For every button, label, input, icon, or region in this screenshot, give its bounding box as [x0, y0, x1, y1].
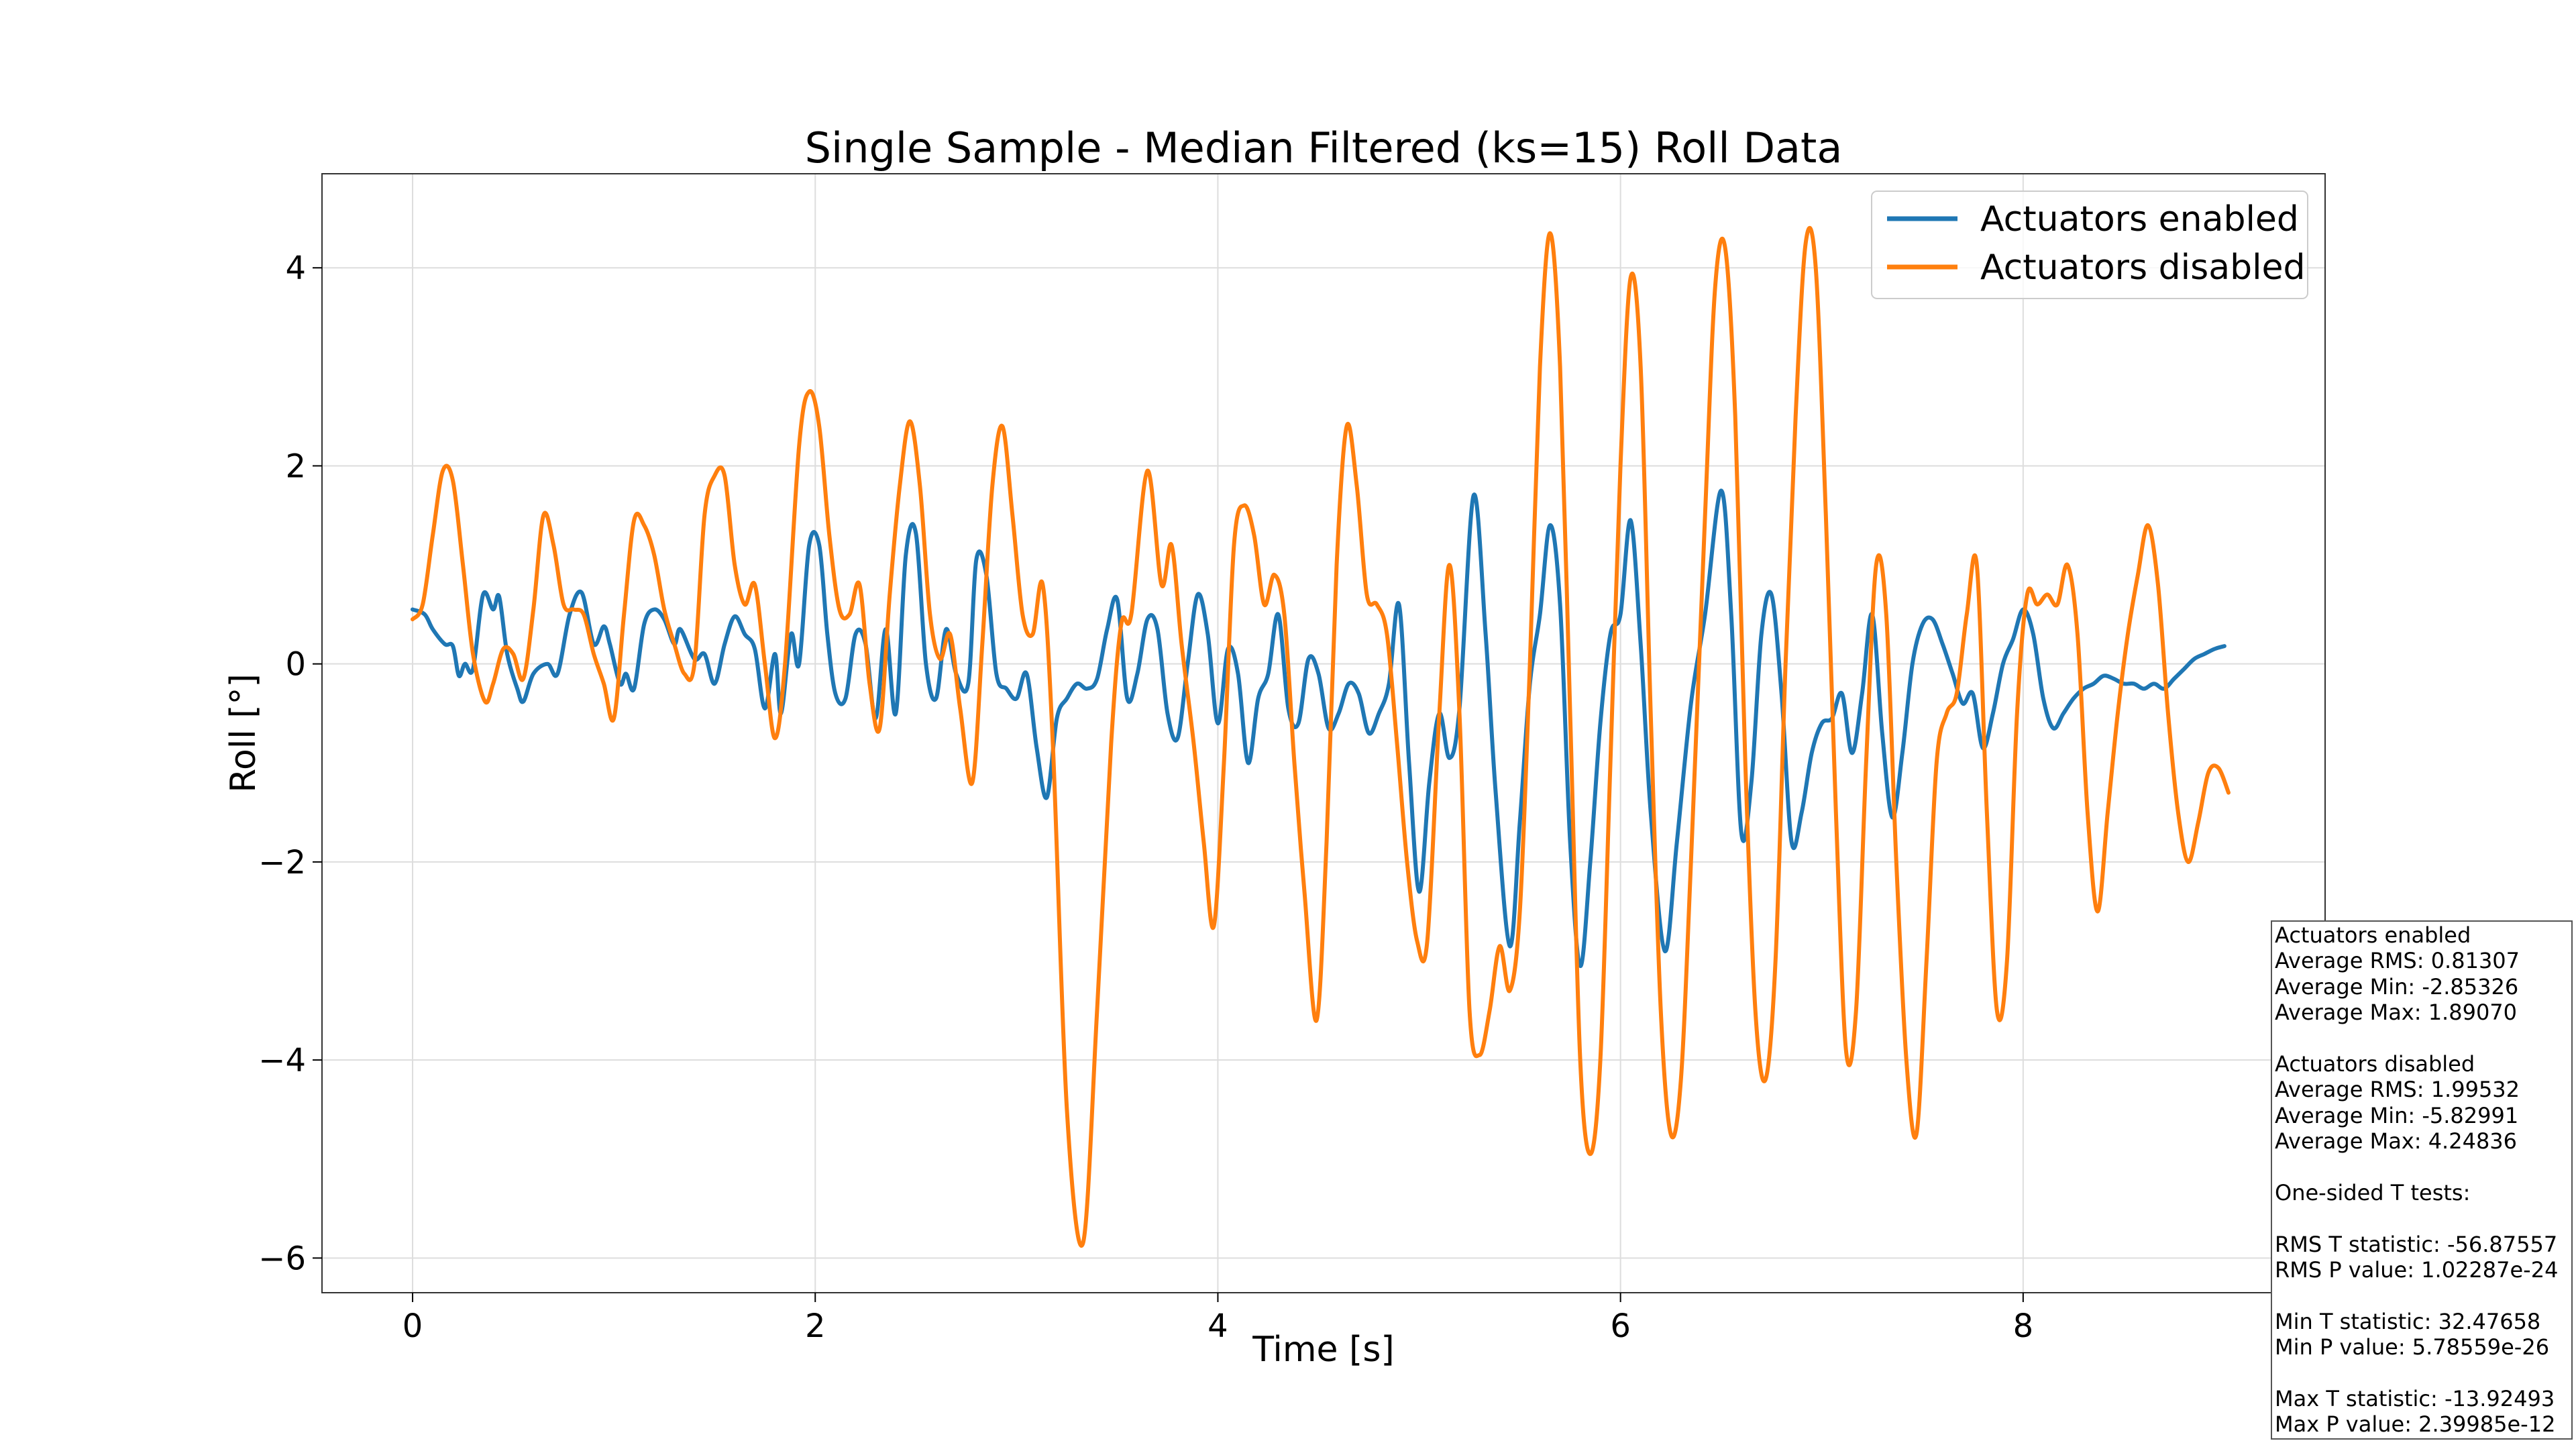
stats-line: RMS T statistic: -56.87557 — [2275, 1231, 2558, 1257]
stats-line: Average RMS: 0.81307 — [2275, 948, 2520, 974]
chart-title: Single Sample - Median Filtered (ks=15) … — [805, 123, 1843, 172]
stats-line: Max T statistic: -13.92493 — [2275, 1386, 2555, 1412]
stats-line — [2275, 1155, 2569, 1180]
y-tick-label: −6 — [258, 1240, 306, 1277]
y-tick-label: −4 — [258, 1042, 306, 1079]
x-tick-label: 2 — [805, 1307, 826, 1345]
series-line-actuators-disabled — [411, 226, 2231, 1248]
legend-box — [1871, 191, 2308, 299]
y-tick-label: −2 — [258, 844, 306, 881]
x-axis-label: Time [s] — [1252, 1330, 1394, 1370]
x-tick-label: 8 — [2013, 1307, 2034, 1345]
stats-line: Average RMS: 1.99532 — [2275, 1077, 2520, 1103]
y-axis-label: Roll [°] — [223, 674, 264, 793]
series-line-actuators-enabled — [411, 488, 2226, 968]
x-tick-label: 0 — [402, 1307, 423, 1345]
legend: Actuators enabled Actuators disabled — [1871, 191, 2308, 299]
stats-line — [2275, 1026, 2569, 1051]
stats-line: RMS P value: 1.02287e-24 — [2275, 1257, 2559, 1283]
x-tick-label: 6 — [1610, 1307, 1631, 1345]
stats-line — [2275, 1205, 2569, 1231]
x-tick-label: 4 — [1208, 1307, 1228, 1345]
stats-line: Actuators disabled — [2275, 1051, 2475, 1077]
y-tick-label: 0 — [285, 646, 306, 684]
stats-line: Max P value: 2.39985e-12 — [2275, 1411, 2556, 1438]
series-lines — [411, 226, 2231, 1248]
stats-line: Min P value: 5.78559e-26 — [2275, 1334, 2550, 1360]
stats-line — [2275, 1283, 2569, 1308]
y-tick-label: 4 — [285, 250, 306, 287]
stats-line: One-sided T tests: — [2275, 1179, 2471, 1205]
legend-label-actuators-enabled: Actuators enabled — [1980, 199, 2299, 239]
statistics-textbox: Actuators enabled Average RMS: 0.81307 A… — [2271, 920, 2573, 1440]
plot-frame — [321, 173, 2326, 1293]
stats-line: Average Min: -5.82991 — [2275, 1102, 2519, 1128]
y-axis-ticks: −6 −4 −2 0 2 4 — [258, 250, 322, 1277]
stats-line: Min T statistic: 32.47658 — [2275, 1308, 2541, 1334]
stats-line — [2275, 1360, 2569, 1386]
stats-line: Average Max: 4.24836 — [2275, 1128, 2518, 1155]
stats-line: Actuators enabled — [2275, 922, 2471, 948]
x-axis-ticks: 0 2 4 6 8 — [402, 1293, 2033, 1345]
legend-label-actuators-disabled: Actuators disabled — [1980, 248, 2306, 288]
y-tick-label: 2 — [285, 447, 306, 485]
stats-line: Average Min: -2.85326 — [2275, 973, 2519, 1000]
stats-line: Average Max: 1.89070 — [2275, 1000, 2518, 1026]
